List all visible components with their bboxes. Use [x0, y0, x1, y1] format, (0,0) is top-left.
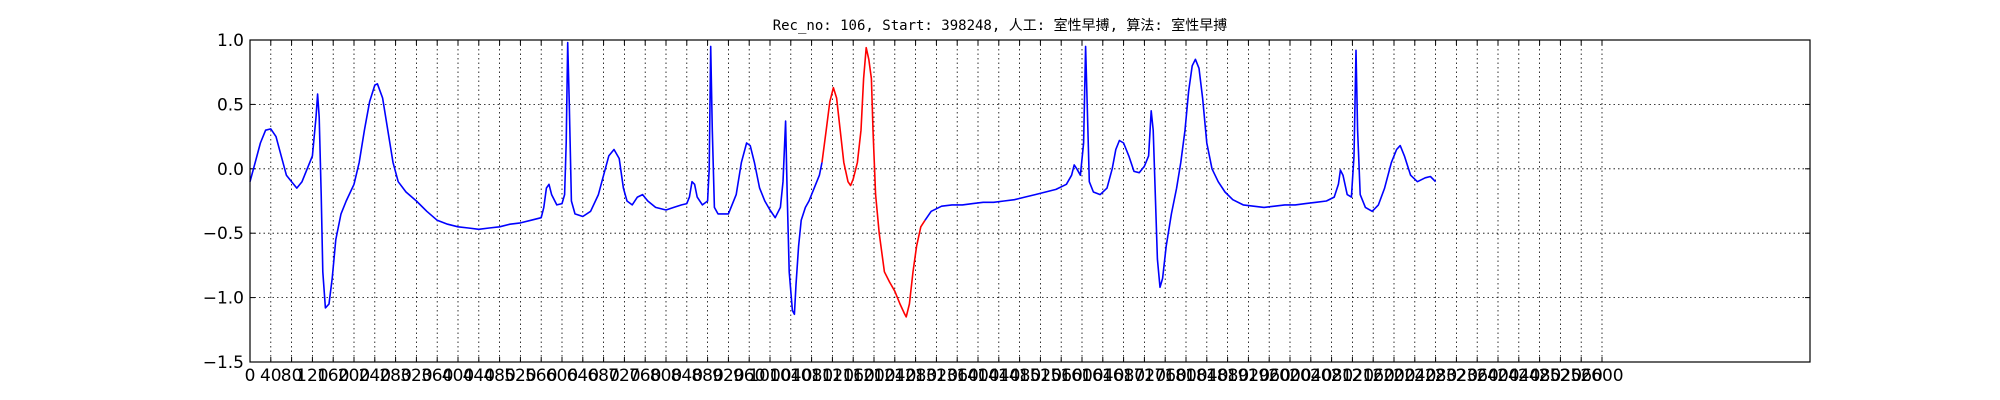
x-tick-label: 2000 [1268, 366, 1311, 386]
x-tick-label: 520 [504, 366, 536, 386]
x-tick-label: 1000 [748, 366, 791, 386]
x-tick-label: 640 [567, 366, 599, 386]
x-tick-label: 2080 [1310, 366, 1353, 386]
y-tick-label: −0.5 [203, 224, 244, 244]
x-tick-label: 1360 [936, 366, 979, 386]
x-tick-label: 1400 [956, 366, 999, 386]
x-tick-label: 1280 [894, 366, 937, 386]
ecg-series-1 [821, 46, 926, 318]
x-tick-label: 2320 [1435, 366, 1478, 386]
x-tick-label: 960 [733, 366, 765, 386]
grid-lines [250, 40, 1810, 362]
x-tick-label: 1480 [998, 366, 1041, 386]
x-tick-label: 2160 [1352, 366, 1395, 386]
x-tick-label: 1800 [1164, 366, 1207, 386]
x-tick-label: 2600 [1580, 366, 1623, 386]
x-tick-label: 1160 [832, 366, 875, 386]
x-tick-label: 2240 [1393, 366, 1436, 386]
x-tick-label: 1320 [915, 366, 958, 386]
y-tick-label: 0.5 [217, 95, 244, 115]
x-tick-label: 1880 [1206, 366, 1249, 386]
x-tick-label: 840 [671, 366, 703, 386]
x-tick-label: 1560 [1040, 366, 1083, 386]
x-tick-label: 680 [587, 366, 619, 386]
x-tick-label: 560 [525, 366, 557, 386]
x-tick-label: 1120 [811, 366, 854, 386]
y-axis-ticks: 1.0 0.5 0.0 −0.5 −1.0 −1.5 [203, 31, 1810, 373]
x-tick-label: 1200 [852, 366, 895, 386]
x-tick-label: 80 [281, 366, 303, 386]
x-tick-label: 480 [483, 366, 515, 386]
x-tick-label: 360 [421, 366, 453, 386]
x-tick-label: 920 [712, 366, 744, 386]
x-tick-label: 200 [338, 366, 370, 386]
x-tick-label: 440 [463, 366, 495, 386]
x-tick-label: 600 [546, 366, 578, 386]
x-tick-label: 1440 [977, 366, 1020, 386]
x-tick-label: 1760 [1144, 366, 1187, 386]
x-tick-label: 320 [400, 366, 432, 386]
x-tick-label: 400 [442, 366, 474, 386]
x-tick-label: 2400 [1476, 366, 1519, 386]
x-tick-label: 0 [245, 366, 256, 386]
x-tick-label: 1960 [1248, 366, 1291, 386]
ecg-series-2 [924, 45, 1437, 289]
ecg-series-0 [249, 41, 823, 316]
x-tick-label: 1680 [1102, 366, 1145, 386]
x-tick-label: 2040 [1289, 366, 1332, 386]
x-tick-label: 160 [317, 366, 349, 386]
y-tick-label: −1.0 [203, 289, 244, 309]
x-tick-label: 2280 [1414, 366, 1457, 386]
chart-title: Rec_no: 106, Start: 398248, 人工: 室性早搏, 算法… [773, 17, 1228, 34]
x-tick-label: 800 [650, 366, 682, 386]
x-tick-label: 2480 [1518, 366, 1561, 386]
x-tick-label: 2560 [1560, 366, 1603, 386]
x-tick-label: 1520 [1019, 366, 1062, 386]
plot-frame [249, 39, 1811, 363]
x-tick-label: 40 [260, 366, 282, 386]
x-tick-label: 1840 [1185, 366, 1228, 386]
x-tick-label: 2440 [1497, 366, 1540, 386]
y-tick-label: 1.0 [217, 31, 244, 51]
x-tick-label: 2520 [1539, 366, 1582, 386]
x-tick-label: 720 [608, 366, 640, 386]
plot-area [249, 41, 1437, 318]
x-tick-label: 2360 [1456, 366, 1499, 386]
x-tick-label: 2120 [1331, 366, 1374, 386]
x-tick-label: 1080 [790, 366, 833, 386]
x-axis-ticks: 0 40 8012016020024028032036040044048052056… [245, 40, 1624, 386]
x-tick-label: 1920 [1227, 366, 1270, 386]
x-tick-label: 760 [629, 366, 661, 386]
x-tick-label: 1040 [769, 366, 812, 386]
y-tick-label: −1.5 [203, 353, 244, 373]
x-tick-label: 280 [379, 366, 411, 386]
x-tick-label: 120 [296, 366, 328, 386]
x-tick-label: 1600 [1060, 366, 1103, 386]
x-tick-label: 880 [691, 366, 723, 386]
x-tick-label: 2200 [1372, 366, 1415, 386]
x-tick-label: 1720 [1123, 366, 1166, 386]
x-tick-label: 1640 [1081, 366, 1124, 386]
x-tick-label: 1240 [873, 366, 916, 386]
y-tick-label: 0.0 [217, 160, 244, 180]
x-tick-label: 240 [359, 366, 391, 386]
